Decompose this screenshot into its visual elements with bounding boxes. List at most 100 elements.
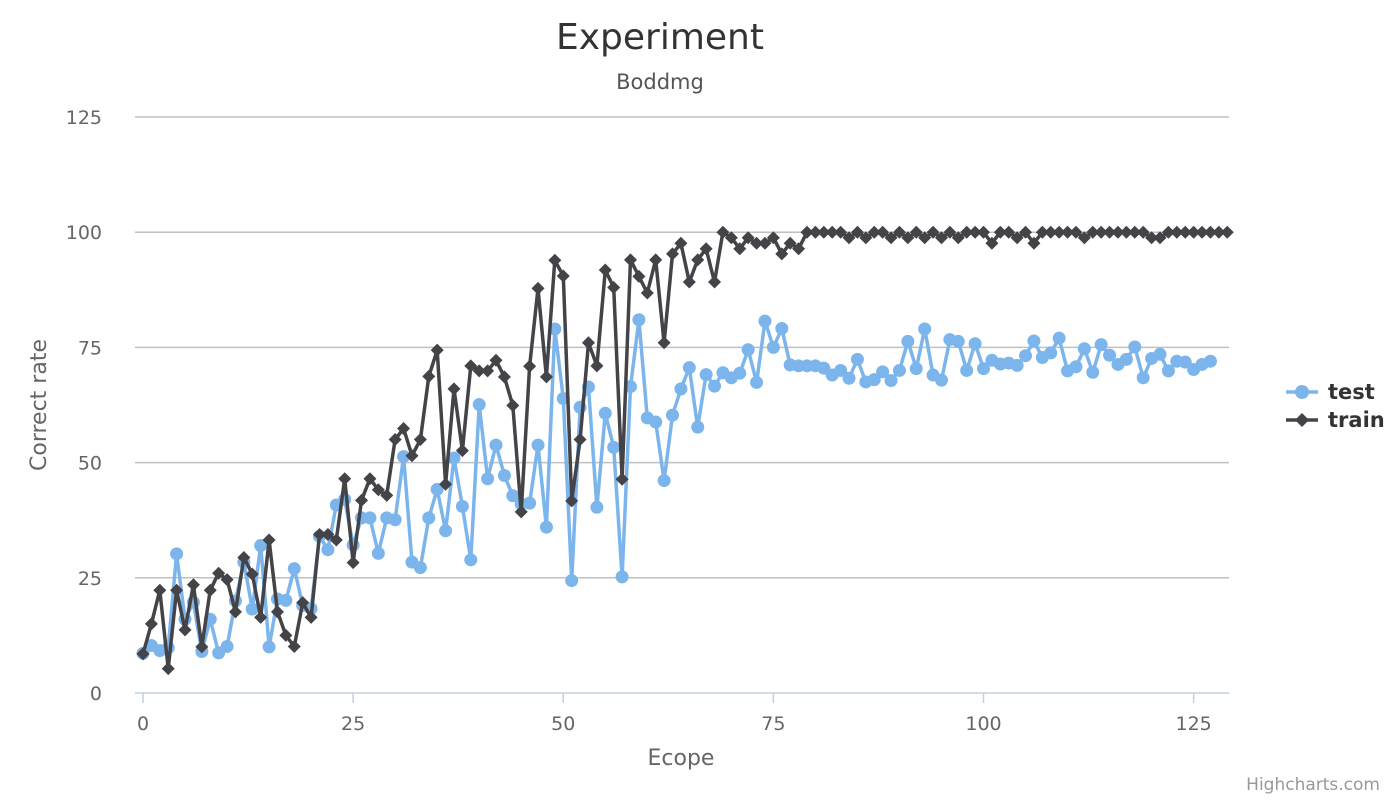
data-point-test [632,313,646,327]
data-point-train [581,336,595,350]
data-point-train [371,483,385,497]
data-point-train [506,398,520,412]
data-point-train [867,225,881,239]
data-point-train [1136,225,1150,239]
data-point-test [741,343,755,357]
data-point-test [901,334,915,348]
data-point-train [850,225,864,239]
data-point-test [666,408,680,422]
chart-subtitle: Boddmg [616,70,704,94]
data-point-test [1119,352,1133,366]
data-point-test [455,499,469,513]
data-point-test [397,450,411,464]
data-point-train [682,275,696,289]
data-point-test [254,539,268,553]
data-point-train [548,253,562,267]
data-point-train [1195,225,1209,239]
data-point-train [397,422,411,436]
data-point-train [708,275,722,289]
data-point-train [808,225,822,239]
data-point-train [960,225,974,239]
data-point-train [1052,225,1066,239]
data-point-train [170,583,184,597]
data-point-train [1086,225,1100,239]
data-point-train [1044,225,1058,239]
data-point-train [1128,225,1142,239]
legend: test train [1286,380,1385,432]
data-point-train [489,353,503,367]
data-point-test [1010,358,1024,372]
y-tick-label: 0 [90,683,102,705]
data-point-test [775,322,789,336]
data-point-train [901,231,915,245]
data-point-train [203,583,217,597]
data-point-train [245,567,259,581]
data-point-train [825,225,839,239]
data-point-train [590,359,604,373]
data-point-train [766,231,780,245]
data-point-train [447,382,461,396]
data-point-train [951,231,965,245]
data-point-train [968,225,982,239]
data-point-train [1103,225,1117,239]
data-point-train [1027,236,1041,250]
data-point-train [523,359,537,373]
data-point-train [1220,225,1234,239]
data-point-test [430,482,444,496]
data-point-test [1044,346,1058,360]
series-layer [136,225,1234,676]
data-point-test [447,451,461,465]
series-test [136,313,1217,660]
data-point-test [977,362,990,376]
data-point-train [1161,225,1175,239]
data-point-train [153,583,167,597]
data-point-train [1153,231,1167,245]
data-point-train [313,527,327,541]
data-point-train [304,610,318,624]
legend-item-test[interactable]: test [1286,380,1375,404]
data-point-train [657,336,671,350]
data-point-test [598,406,612,420]
data-point-test [497,469,511,483]
data-point-test [615,570,629,584]
data-point-train [1069,225,1083,239]
data-point-train [993,225,1007,239]
data-point-train [329,533,343,547]
y-axis-tick-labels: 0 25 50 75 100 125 [66,107,102,705]
data-point-train [918,231,932,245]
data-point-train [355,493,369,507]
data-point-train [1019,225,1033,239]
data-point-train [472,364,486,378]
data-point-train [834,225,848,239]
legend-item-train[interactable]: train [1286,408,1385,432]
x-axis-title: Ecope [648,746,715,771]
data-point-test [850,352,864,366]
data-point-train [1170,225,1184,239]
data-point-train [1187,225,1201,239]
data-point-train [716,225,730,239]
data-point-test [1052,331,1066,345]
data-point-train [287,639,301,653]
y-tick-label: 50 [78,453,102,475]
data-point-test [649,415,663,429]
data-point-test [287,562,301,576]
credits[interactable]: Highcharts.com [1246,775,1380,795]
data-point-train [699,242,713,256]
chart-title: Experiment [556,17,764,58]
data-point-train [136,647,150,661]
legend-marker-train [1295,413,1309,427]
data-point-test [682,361,696,375]
data-point-train [859,231,873,245]
data-point-test [884,374,898,388]
data-point-train [195,640,209,654]
data-point-train [413,433,427,447]
data-point-train [388,433,402,447]
data-point-train [539,370,553,384]
data-point-test [590,500,604,514]
data-point-train [666,247,680,261]
data-point-train [556,269,570,283]
x-tick-label: 125 [1175,713,1211,735]
data-point-test [867,373,881,387]
y-axis-title: Correct rate [27,339,52,471]
data-point-test [262,640,276,654]
